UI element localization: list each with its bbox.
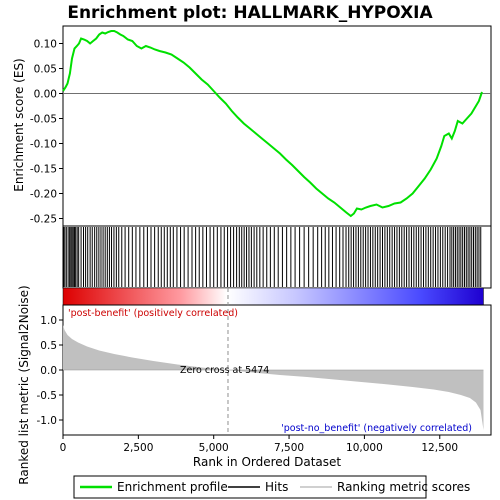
ranking-metric-area [63,325,484,430]
es-plot-frame [62,25,492,227]
zero-cross-label: Zero cross at 5474 [180,365,269,376]
x-tick-label: 5,000 [199,442,229,454]
rank-gradient [62,287,484,306]
es-axis-label: Enrichment score (ES) [12,58,26,191]
enrichment-profile-line [62,30,483,218]
es-y-ticks: 0.10 0.05 0.00 -0.05 -0.10 -0.15 -0.20 -0.25 [30,39,63,226]
hits-panel [62,225,492,289]
negative-label: 'post-no_benefit' (negatively correlated… [281,423,472,434]
es-tick-label: -0.15 [30,164,57,176]
x-axis-ticks: 0 2,500 5,000 7,500 10,000 12,500 [60,435,458,454]
metric-tick-label: 0.5 [40,340,57,352]
es-tick-label: 0.10 [34,39,57,51]
hit-markers [63,227,482,287]
chart-title: Enrichment plot: HALLMARK_HYPOXIA [67,3,433,23]
metric-y-ticks: 1.0 0.5 0.0 -0.5 -1.0 [37,315,63,427]
x-tick-label: 7,500 [274,442,304,454]
es-tick-label: 0.00 [34,89,57,101]
rank-color-bar [62,287,484,306]
metric-axis-label: Ranked list metric (Signal2Noise) [17,285,31,484]
positive-label: 'post-benefit' (positively correlated) [68,308,238,319]
es-tick-label: -0.05 [30,114,57,126]
x-tick-label: 10,000 [346,442,383,454]
es-tick-label: -0.25 [30,214,57,226]
es-tick-label: -0.10 [30,139,57,151]
es-tick-label: -0.20 [30,189,57,201]
legend-label-profile: Enrichment profile [117,480,228,494]
metric-tick-label: -0.5 [37,390,58,402]
x-axis-label: Rank in Ordered Dataset [193,455,341,469]
hits-frame [62,225,492,289]
metric-tick-label: 1.0 [40,315,57,327]
x-tick-label: 12,500 [421,442,458,454]
metric-tick-label: -1.0 [37,415,58,427]
legend-label-hits: Hits [265,480,288,494]
legend-label-metric: Ranking metric scores [337,480,470,494]
metric-tick-label: 0.0 [40,365,57,377]
es-tick-label: 0.05 [34,64,57,76]
legend: Enrichment profile Hits Ranking metric s… [73,475,470,499]
es-panel: 0.10 0.05 0.00 -0.05 -0.10 -0.15 -0.20 -0.25 En… [12,25,492,227]
x-tick-label: 0 [60,442,67,454]
x-tick-label: 2,500 [123,442,153,454]
metric-panel: 1.0 0.5 0.0 -0.5 -1.0 Zero cross at 5474 'po… [17,285,492,485]
